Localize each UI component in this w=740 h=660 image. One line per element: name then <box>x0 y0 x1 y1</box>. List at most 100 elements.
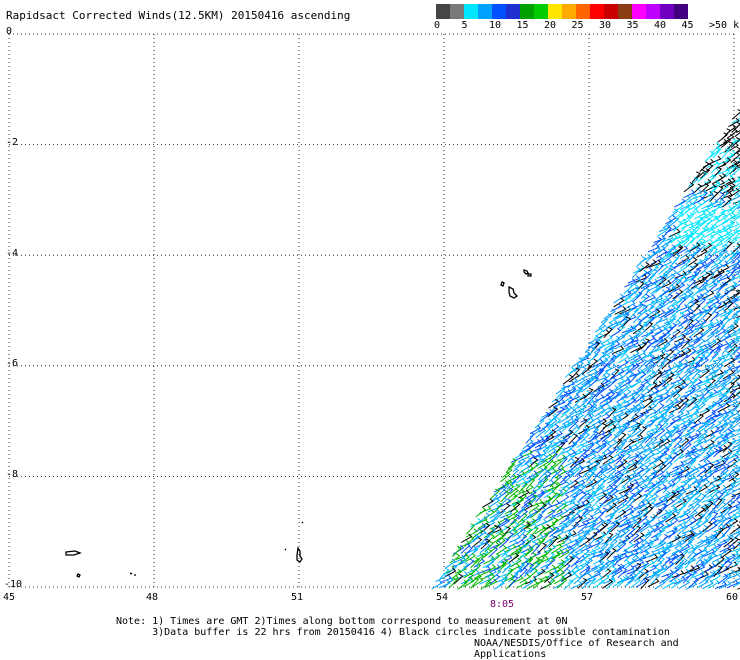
wind-barb <box>655 580 665 589</box>
lat-label-minus10: -10 <box>4 579 22 590</box>
legend-swatch-1 <box>450 4 464 19</box>
wind-barb <box>596 419 606 428</box>
island-seychelles-main <box>509 287 517 298</box>
wind-barb <box>536 492 545 502</box>
legend-swatch-6 <box>520 4 534 19</box>
wind-barb <box>710 476 721 484</box>
wind-barb <box>727 580 738 588</box>
legend-swatch-12 <box>604 4 618 19</box>
wind-barb <box>652 533 661 543</box>
wind-barb <box>650 287 659 297</box>
wind-barb <box>625 279 636 287</box>
legend-swatch-7 <box>534 4 548 19</box>
legend-label-3: 15 <box>517 20 529 31</box>
lat-label-minus2: -2 <box>6 137 18 148</box>
legend-label-7: 35 <box>627 20 639 31</box>
legend-label-9: 45 <box>682 20 694 31</box>
wind-barb <box>629 363 639 372</box>
legend-label-1: 5 <box>462 20 468 31</box>
wind-barb <box>616 424 625 434</box>
lon-label-51: 51 <box>291 592 303 603</box>
island-seychelles-north <box>501 270 531 286</box>
wind-barb <box>569 373 579 382</box>
wind-barb <box>647 515 657 524</box>
wind-barb <box>466 524 474 534</box>
lon-label-60: 60 <box>726 592 738 603</box>
lon-label-48: 48 <box>146 592 158 603</box>
lon-label-57: 57 <box>581 592 593 603</box>
islands <box>66 270 531 577</box>
wind-barb <box>458 580 468 589</box>
island-amirante <box>285 522 303 562</box>
footnote-line-2: 3)Data buffer is 22 hrs from 20150416 4)… <box>116 627 670 638</box>
legend-swatch-3 <box>478 4 492 19</box>
footnote-line-1: Note: 1) Times are GMT 2)Times along bot… <box>116 616 568 627</box>
lon-label-54: 54 <box>436 592 448 603</box>
wind-barb <box>702 489 711 499</box>
legend-swatch-10 <box>576 4 590 19</box>
wind-barb <box>452 546 460 556</box>
legend-swatch-9 <box>562 4 576 19</box>
wind-barb <box>732 109 740 119</box>
legend-label-6: 30 <box>599 20 611 31</box>
wind-barb <box>617 360 628 368</box>
legend-label-8: 40 <box>654 20 666 31</box>
wind-barb <box>659 382 669 391</box>
wind-barb <box>725 554 735 563</box>
legend-label-5: 25 <box>572 20 584 31</box>
legend-swatch-16 <box>660 4 674 19</box>
wind-barb <box>670 540 681 547</box>
wind-barb <box>699 358 709 367</box>
legend-swatch-8 <box>548 4 562 19</box>
wind-barb <box>729 418 737 428</box>
wind-barb <box>625 470 636 478</box>
legend-swatch-4 <box>492 4 506 19</box>
map-title: Rapidsact Corrected Winds(12.5KM) 201504… <box>6 9 350 22</box>
legend-label-4: 20 <box>544 20 556 31</box>
legend-swatch-17 <box>674 4 688 19</box>
wind-barb <box>500 472 510 482</box>
footnote: Note: 1) Times are GMT 2)Times along bot… <box>116 616 670 638</box>
lat-label-0: 0 <box>6 26 12 37</box>
island-aldabra <box>66 551 80 555</box>
credit-line: NOAA/NESDIS/Office of Research and Appli… <box>474 638 740 660</box>
wind-barb <box>582 494 591 504</box>
lat-label-minus8: -8 <box>6 469 18 480</box>
wind-barb <box>492 493 502 502</box>
legend-label-0: 0 <box>434 20 440 31</box>
wind-barb <box>694 540 704 549</box>
wind-barb <box>686 349 695 359</box>
legend-label-10: >50 knots <box>709 20 740 31</box>
pass-time-label: 8:05 <box>490 599 514 610</box>
wind-barb <box>664 481 675 489</box>
legend-swatch-11 <box>590 4 604 19</box>
wind-barb <box>497 578 506 588</box>
wind-barb <box>633 413 643 422</box>
lon-label-45: 45 <box>3 592 15 603</box>
wind-barb <box>689 431 700 438</box>
wind-barb-swath <box>432 108 740 589</box>
legend-label-2: 10 <box>489 20 501 31</box>
wind-barb <box>719 535 730 543</box>
legend-swatch-14 <box>632 4 646 19</box>
wind-barb <box>642 310 652 319</box>
legend-swatch-0 <box>436 4 450 19</box>
legend-color-bar <box>436 4 688 19</box>
wind-barb <box>712 320 723 328</box>
wind-barb <box>611 303 622 311</box>
wind-barb <box>595 467 604 477</box>
legend-swatch-15 <box>646 4 660 19</box>
island-small-west <box>77 573 136 577</box>
wind-barb <box>720 290 729 300</box>
legend-swatch-5 <box>506 4 520 19</box>
wind-barb <box>664 253 673 263</box>
legend-swatch-13 <box>618 4 632 19</box>
legend-swatch-2 <box>464 4 478 19</box>
wind-barb <box>657 228 667 237</box>
wind-barb <box>563 375 572 385</box>
lat-lon-grid <box>9 34 734 587</box>
lat-label-minus4: -4 <box>6 248 18 259</box>
